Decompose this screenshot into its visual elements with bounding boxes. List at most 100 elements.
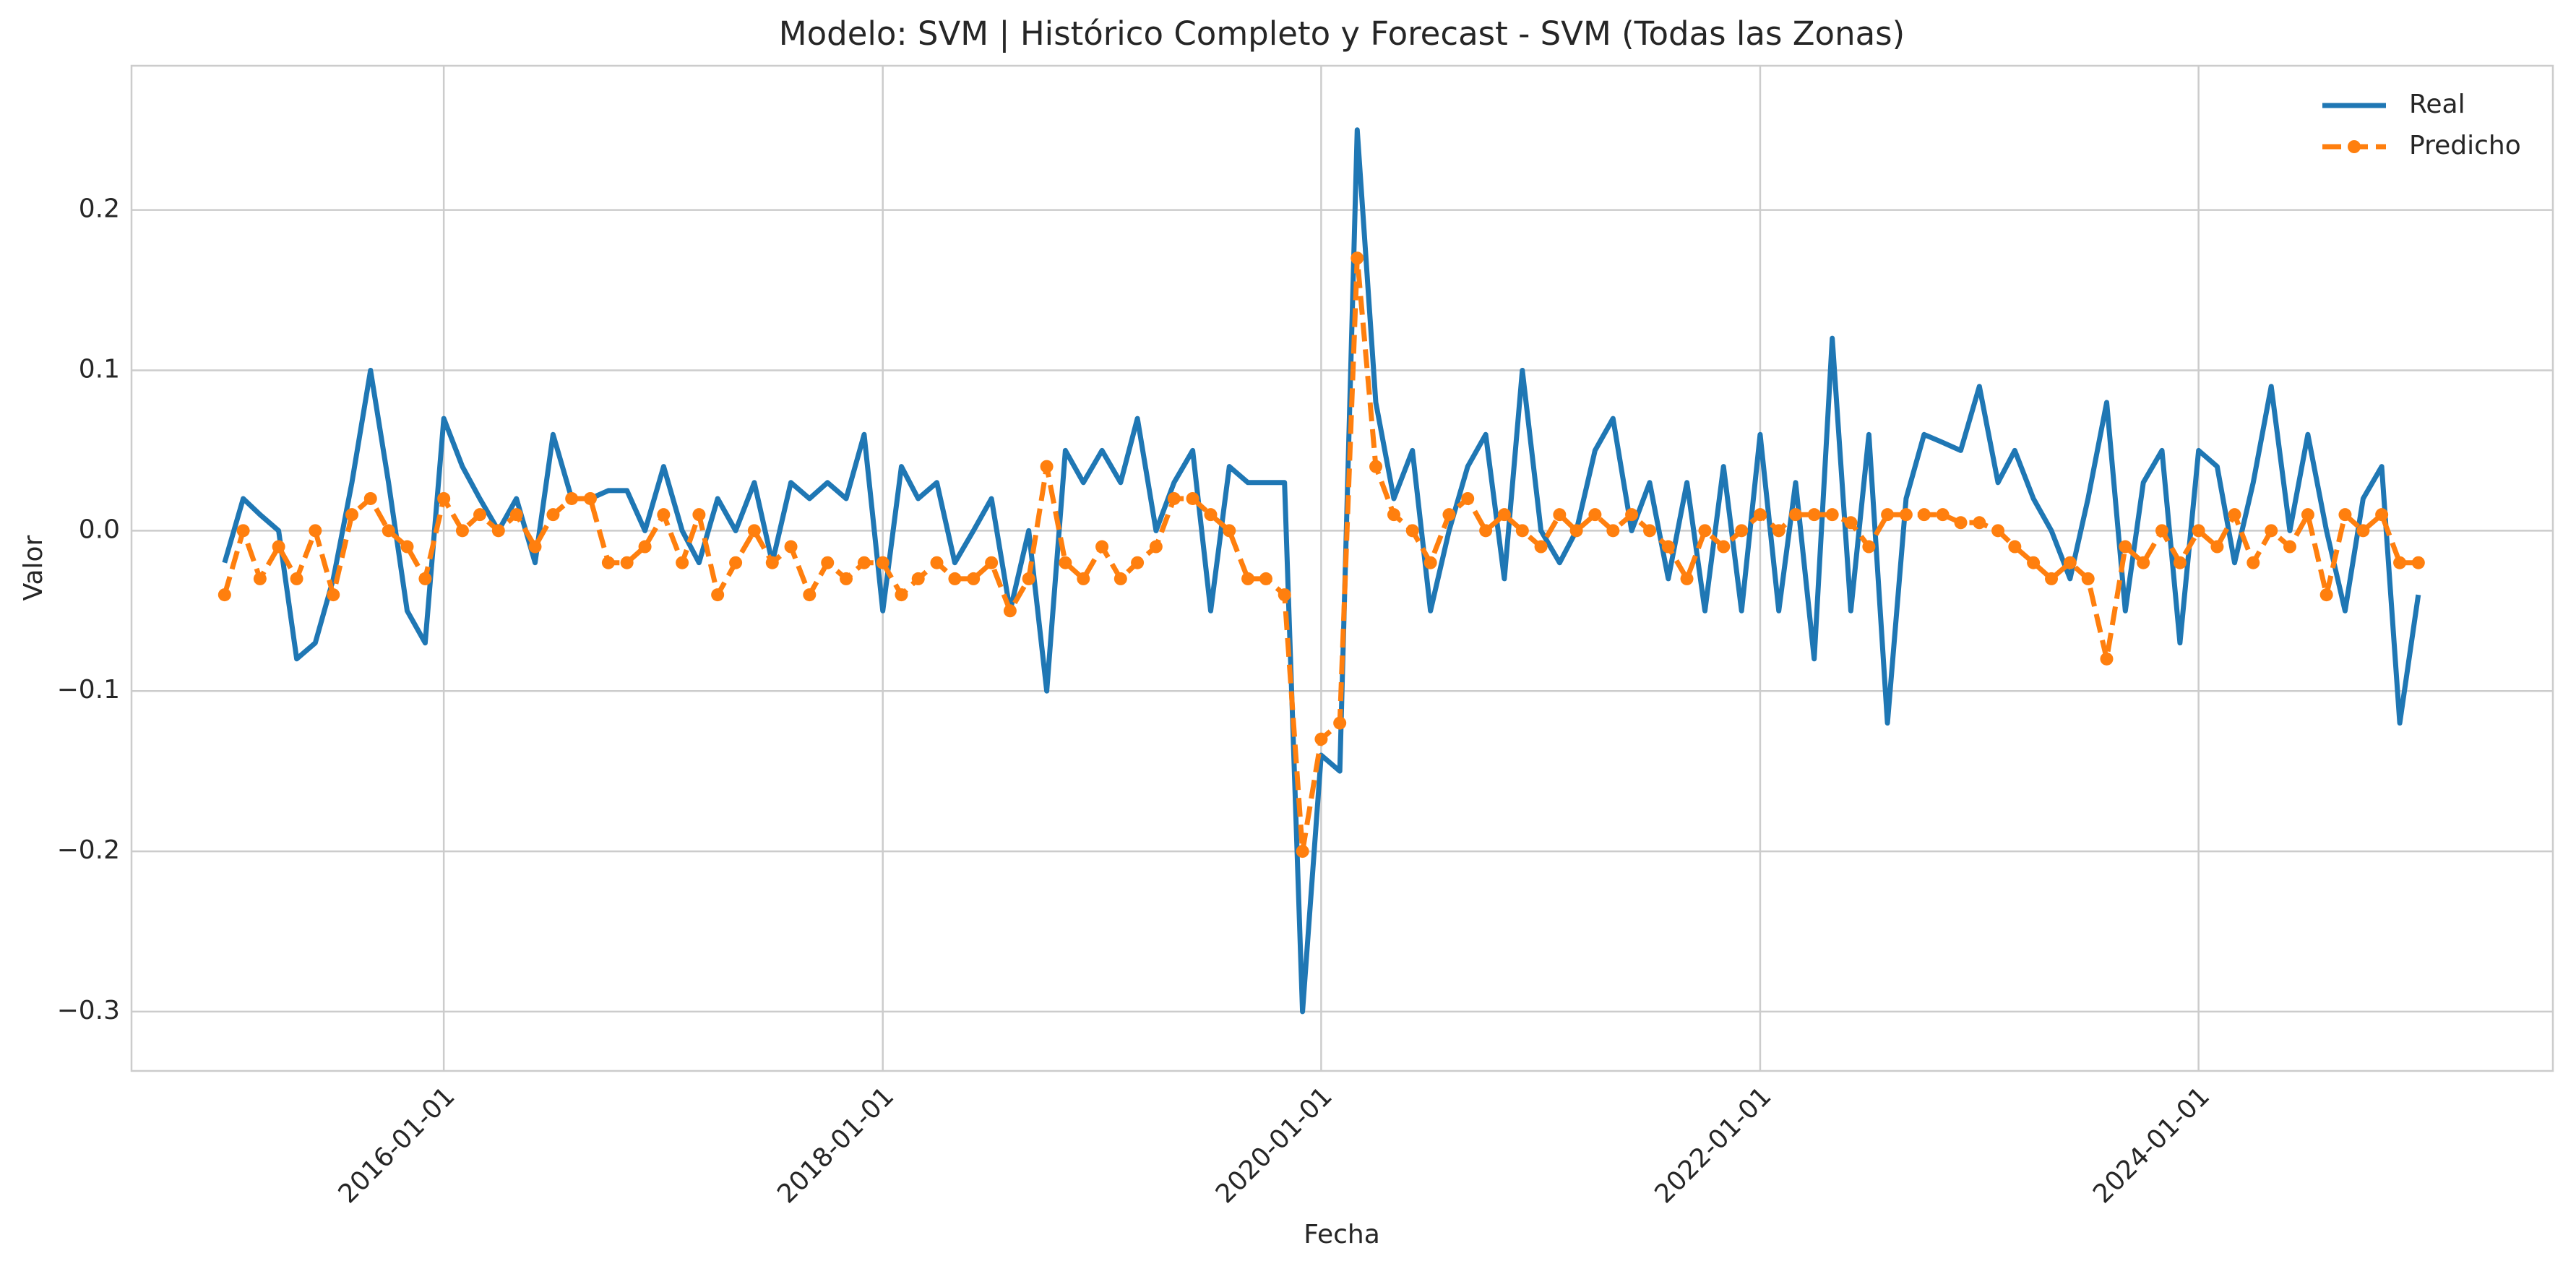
point — [2228, 508, 2241, 522]
point — [1003, 604, 1017, 618]
point — [1113, 572, 1127, 585]
point — [747, 524, 761, 538]
y-tick-label: −0.1 — [57, 675, 120, 705]
point — [784, 540, 798, 554]
point — [1131, 556, 1145, 569]
point — [620, 556, 634, 569]
point — [382, 524, 395, 538]
point — [638, 540, 652, 554]
point — [729, 556, 743, 569]
point — [1553, 508, 1567, 522]
point — [985, 556, 999, 569]
plot-frame — [130, 64, 2554, 1072]
point — [1534, 540, 1548, 554]
x-axis-label: Fecha — [1304, 1220, 1380, 1249]
point — [345, 508, 359, 522]
point — [473, 508, 487, 522]
point — [2155, 524, 2168, 538]
point — [2081, 572, 2095, 585]
point — [1661, 540, 1675, 554]
point — [1405, 524, 1419, 538]
point — [1461, 491, 1475, 505]
point — [2356, 524, 2370, 538]
point — [1167, 491, 1181, 505]
point — [1059, 556, 1072, 569]
point — [1680, 572, 1694, 585]
point — [911, 572, 925, 585]
point — [1296, 845, 1309, 858]
point — [2027, 556, 2041, 569]
point — [601, 556, 615, 569]
point — [876, 556, 889, 569]
y-tick-label: 0.0 — [79, 515, 120, 544]
point — [309, 524, 322, 538]
point — [967, 572, 981, 585]
point — [1735, 524, 1749, 538]
point — [1698, 524, 1712, 538]
point — [528, 540, 542, 554]
point — [2411, 556, 2425, 569]
point — [2119, 540, 2132, 554]
point — [1387, 508, 1400, 522]
point — [895, 588, 908, 602]
point — [1095, 540, 1109, 554]
point — [2100, 652, 2114, 666]
point — [217, 588, 231, 602]
point — [1717, 540, 1731, 554]
point — [546, 508, 560, 522]
point — [1149, 540, 1163, 554]
point — [2301, 508, 2314, 522]
point — [857, 556, 871, 569]
point — [363, 491, 377, 505]
point — [692, 508, 706, 522]
point — [1223, 524, 1236, 538]
point — [1625, 508, 1639, 522]
point — [1606, 524, 1620, 538]
point — [1186, 491, 1199, 505]
point — [1899, 508, 1913, 522]
point — [840, 572, 853, 585]
point — [1351, 251, 1364, 265]
point — [565, 491, 579, 505]
point — [2338, 508, 2352, 522]
point — [1753, 508, 1767, 522]
point — [583, 491, 597, 505]
point — [1479, 524, 1493, 538]
legend-label: Real — [2409, 90, 2465, 119]
point — [1515, 524, 1529, 538]
point — [253, 572, 267, 585]
point — [236, 524, 250, 538]
point — [1204, 508, 1218, 522]
point — [491, 524, 505, 538]
legend-label: Predicho — [2409, 131, 2521, 160]
chart-title: Modelo: SVM | Histórico Completo y Forec… — [779, 14, 1905, 53]
point — [1807, 508, 1821, 522]
point — [1333, 716, 1347, 730]
point — [1788, 508, 1802, 522]
point — [657, 508, 671, 522]
point — [930, 556, 944, 569]
point — [803, 588, 817, 602]
point — [1588, 508, 1602, 522]
point — [1077, 572, 1090, 585]
y-tick-label: 0.2 — [79, 194, 120, 224]
point — [2265, 524, 2278, 538]
point — [455, 524, 469, 538]
point — [290, 572, 303, 585]
point — [2210, 540, 2224, 554]
point — [948, 572, 962, 585]
point — [2375, 508, 2389, 522]
point — [1241, 572, 1255, 585]
point — [2045, 572, 2059, 585]
point — [400, 540, 414, 554]
y-tick-label: −0.2 — [57, 835, 120, 865]
point — [1022, 572, 1035, 585]
point — [2008, 540, 2022, 554]
y-axis-label: Valor — [19, 535, 48, 601]
y-tick-label: −0.3 — [57, 996, 120, 1025]
point — [676, 556, 689, 569]
point — [2283, 540, 2296, 554]
point — [2247, 556, 2260, 569]
legend-marker — [2348, 140, 2361, 153]
